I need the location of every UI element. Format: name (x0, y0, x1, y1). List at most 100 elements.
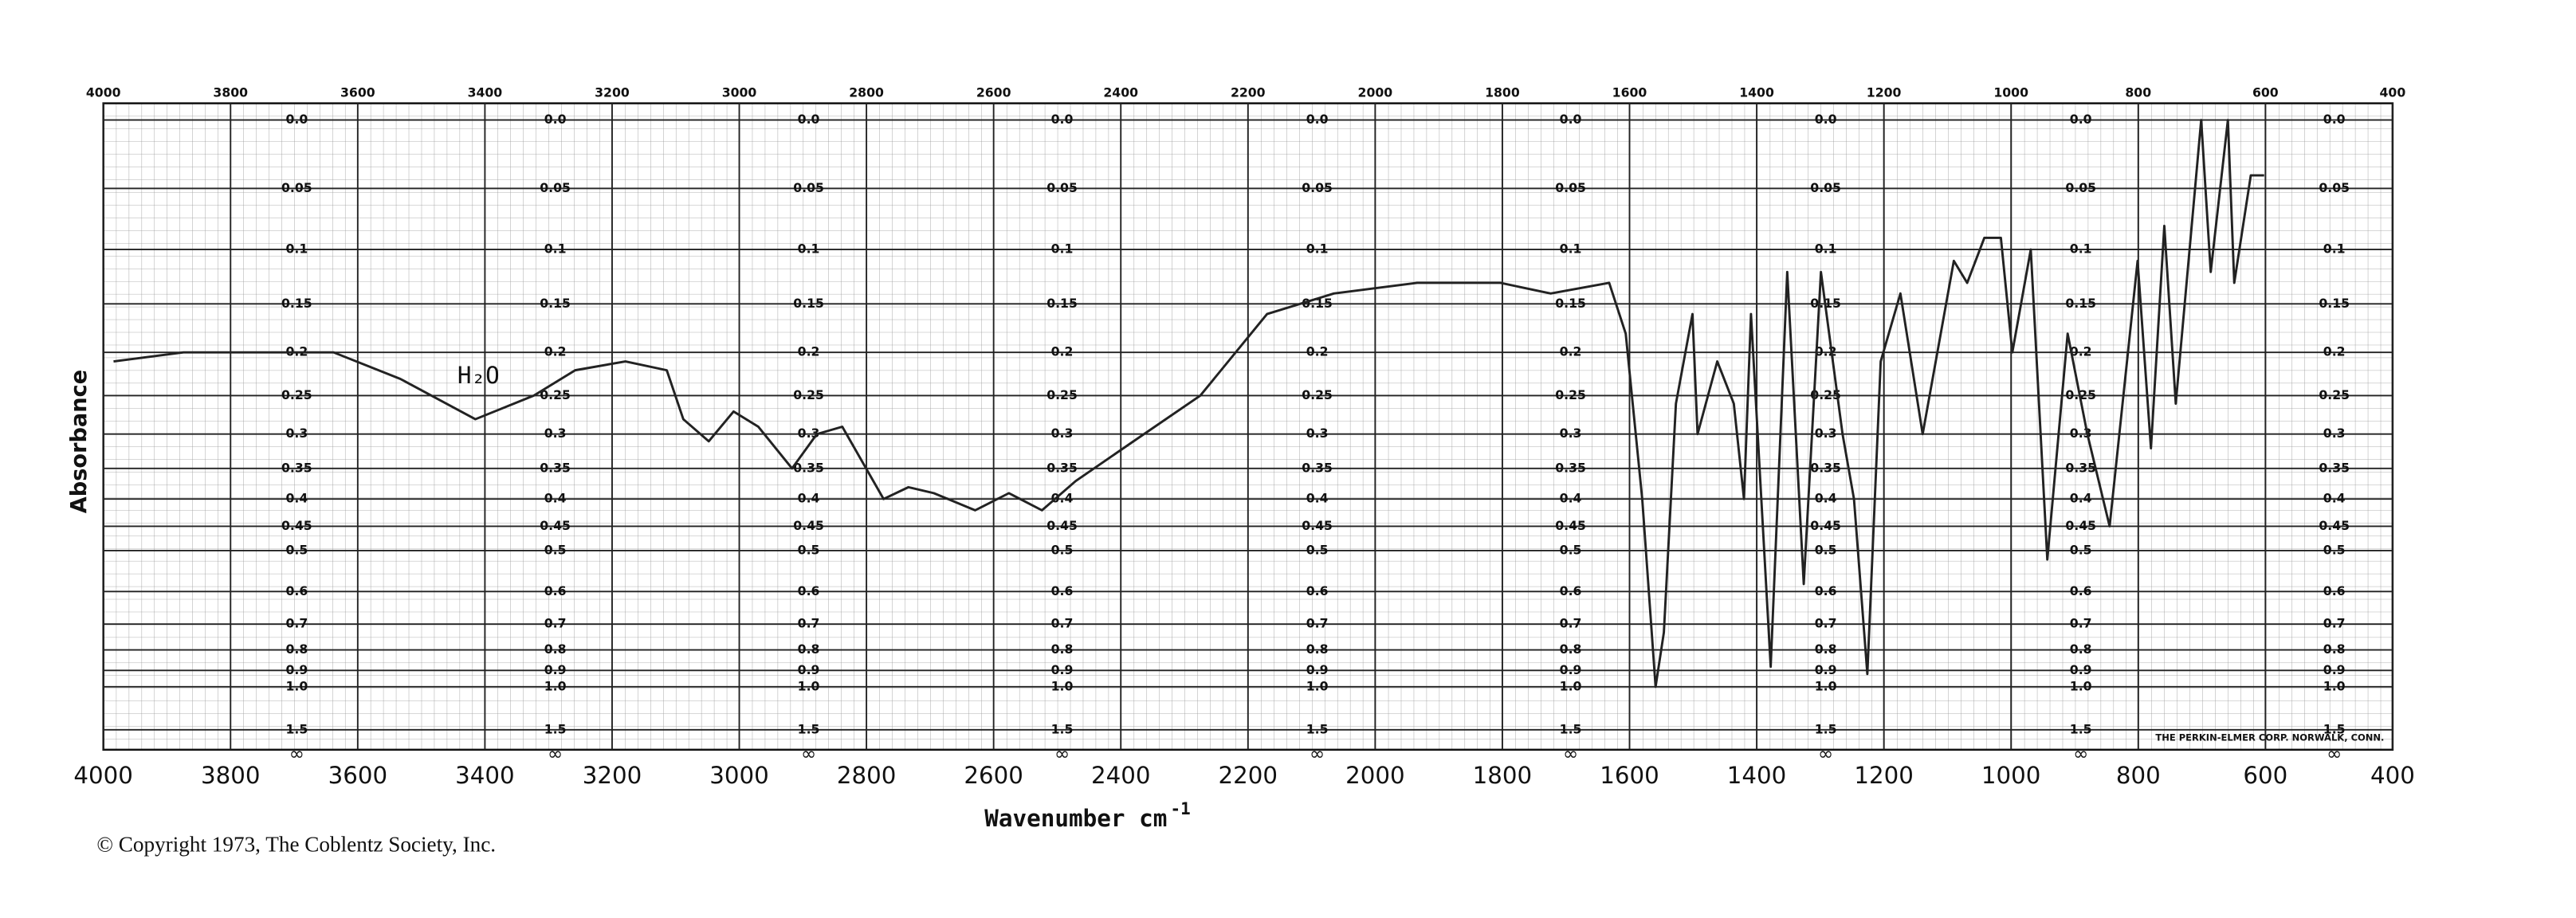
y-tick-label: 0.35 (1810, 460, 1841, 475)
x-tick-label-top: 800 (2125, 85, 2151, 100)
y-tick-label: 0.35 (2065, 460, 2096, 475)
y-tick-label: 0.35 (281, 460, 312, 475)
annotation: H₂O (457, 362, 500, 389)
y-tick-label: 0.6 (2070, 583, 2092, 598)
y-tick-label: 0.0 (1815, 112, 1837, 127)
x-tick-label-top: 400 (2380, 85, 2406, 100)
y-tick-label: 0.7 (1306, 616, 1329, 631)
y-tick-label: 0.8 (2070, 641, 2092, 657)
y-tick-label: 0.25 (2319, 387, 2350, 402)
y-tick-label: 0.35 (1302, 460, 1333, 475)
y-tick-label: 0.15 (1046, 296, 1078, 311)
y-tick-label: 0.4 (285, 491, 308, 506)
y-tick-label: 0.9 (1560, 662, 1582, 677)
y-tick-label: 0.35 (1555, 460, 1586, 475)
y-tick-label: 0.4 (1051, 491, 1074, 506)
y-tick-label: 0.4 (798, 491, 820, 506)
y-tick-label: 0.3 (1306, 426, 1329, 441)
y-tick-label: 0.6 (1051, 583, 1074, 598)
y-tick-label: 0.2 (2070, 344, 2092, 359)
x-tick-label-top: 2600 (976, 85, 1011, 100)
y-tick-label: 0.45 (1046, 518, 1078, 533)
y-tick-label: 0.6 (1560, 583, 1582, 598)
y-tick-label: 0.2 (544, 344, 567, 359)
y-tick-label: 0.25 (1046, 387, 1078, 402)
x-tick-label-top: 1600 (1612, 85, 1647, 100)
x-tick-label-top: 3600 (340, 85, 375, 100)
x-tick-label-top: 2400 (1103, 85, 1138, 100)
y-tick-label: 0.7 (2070, 616, 2092, 631)
x-tick-label-top: 1000 (1993, 85, 2028, 100)
y-tick-label: 0.9 (1051, 662, 1074, 677)
y-tick-label: 0.0 (1051, 112, 1074, 127)
y-tick-label: 0.8 (285, 641, 308, 657)
y-tick-label: 0.45 (1302, 518, 1333, 533)
y-tick-label: 1.5 (1051, 721, 1074, 736)
y-tick-label: 0.5 (1306, 542, 1329, 557)
y-tick-label: 1.5 (2323, 721, 2346, 736)
y-tick-label: 0.4 (1560, 491, 1582, 506)
y-tick-label: 0.7 (1560, 616, 1582, 631)
y-tick-label: 0.1 (2323, 241, 2346, 257)
y-tick-label: 0.05 (1555, 180, 1586, 195)
x-tick-label-top: 4000 (86, 85, 121, 100)
y-tick-label: 0.8 (544, 641, 567, 657)
y-bottom-label: ∞ (1563, 744, 1578, 765)
y-tick-label: 0.4 (544, 491, 567, 506)
y-tick-label: 0.1 (798, 241, 820, 257)
x-tick-label-top: 1800 (1485, 85, 1520, 100)
x-tick-label: 1400 (1727, 762, 1787, 789)
y-tick-label: 0.9 (798, 662, 820, 677)
x-tick-label-top: 3200 (595, 85, 630, 100)
y-tick-label: 0.6 (544, 583, 567, 598)
y-tick-label: 0.9 (1306, 662, 1329, 677)
y-tick-label: 0.8 (1306, 641, 1329, 657)
y-tick-label: 0.0 (1306, 112, 1329, 127)
y-tick-label: 0.05 (2319, 180, 2350, 195)
x-tick-label: 2400 (1091, 762, 1151, 789)
y-tick-label: 0.4 (1306, 491, 1329, 506)
y-bottom-label: ∞ (289, 744, 304, 765)
y-tick-label: 0.6 (1306, 583, 1329, 598)
x-axis-label-superscript: -1 (1171, 799, 1191, 818)
y-bottom-label: ∞ (1054, 744, 1070, 765)
x-tick-label: 1600 (1600, 762, 1659, 789)
x-tick-label: 2600 (964, 762, 1023, 789)
x-tick-label-top: 3800 (213, 85, 248, 100)
y-tick-label: 1.0 (1560, 678, 1582, 693)
y-tick-label: 0.0 (285, 112, 308, 127)
y-tick-label: 0.05 (1046, 180, 1078, 195)
y-tick-label: 0.9 (285, 662, 308, 677)
y-tick-label: 0.5 (2323, 542, 2346, 557)
y-tick-label: 1.0 (1815, 678, 1837, 693)
y-tick-label: 0.05 (1810, 180, 1841, 195)
y-tick-label: 0.5 (1560, 542, 1582, 557)
y-tick-label: 0.7 (544, 616, 567, 631)
y-tick-label: 0.1 (285, 241, 308, 257)
x-tick-label: 1800 (1473, 762, 1533, 789)
y-tick-label: 0.9 (544, 662, 567, 677)
x-tick-label: 1000 (1981, 762, 2041, 789)
y-tick-label: 1.0 (798, 678, 820, 693)
y-tick-label: 1.0 (2070, 678, 2092, 693)
x-tick-label-top: 3000 (722, 85, 757, 100)
y-tick-label: 0.6 (798, 583, 820, 598)
x-tick-label-top: 600 (2252, 85, 2279, 100)
y-bottom-label: ∞ (801, 744, 816, 765)
y-tick-label: 0.2 (1306, 344, 1329, 359)
y-tick-label: 0.35 (540, 460, 571, 475)
y-tick-label: 0.1 (2070, 241, 2092, 257)
y-tick-label: 0.9 (2070, 662, 2092, 677)
y-tick-label: 0.3 (1560, 426, 1582, 441)
y-axis-label: Absorbance (67, 370, 92, 513)
y-tick-label: 0.8 (1560, 641, 1582, 657)
y-bottom-label: ∞ (1310, 744, 1325, 765)
y-bottom-label: ∞ (2327, 744, 2342, 765)
y-tick-label: 0.45 (2319, 518, 2350, 533)
y-tick-label: 0.3 (1051, 426, 1074, 441)
y-tick-label: 1.0 (1306, 678, 1329, 693)
y-tick-label: 0.0 (544, 112, 567, 127)
y-tick-label: 0.3 (1815, 426, 1837, 441)
x-axis-label: Wavenumber cm (984, 805, 1167, 832)
x-tick-label: 600 (2243, 762, 2287, 789)
